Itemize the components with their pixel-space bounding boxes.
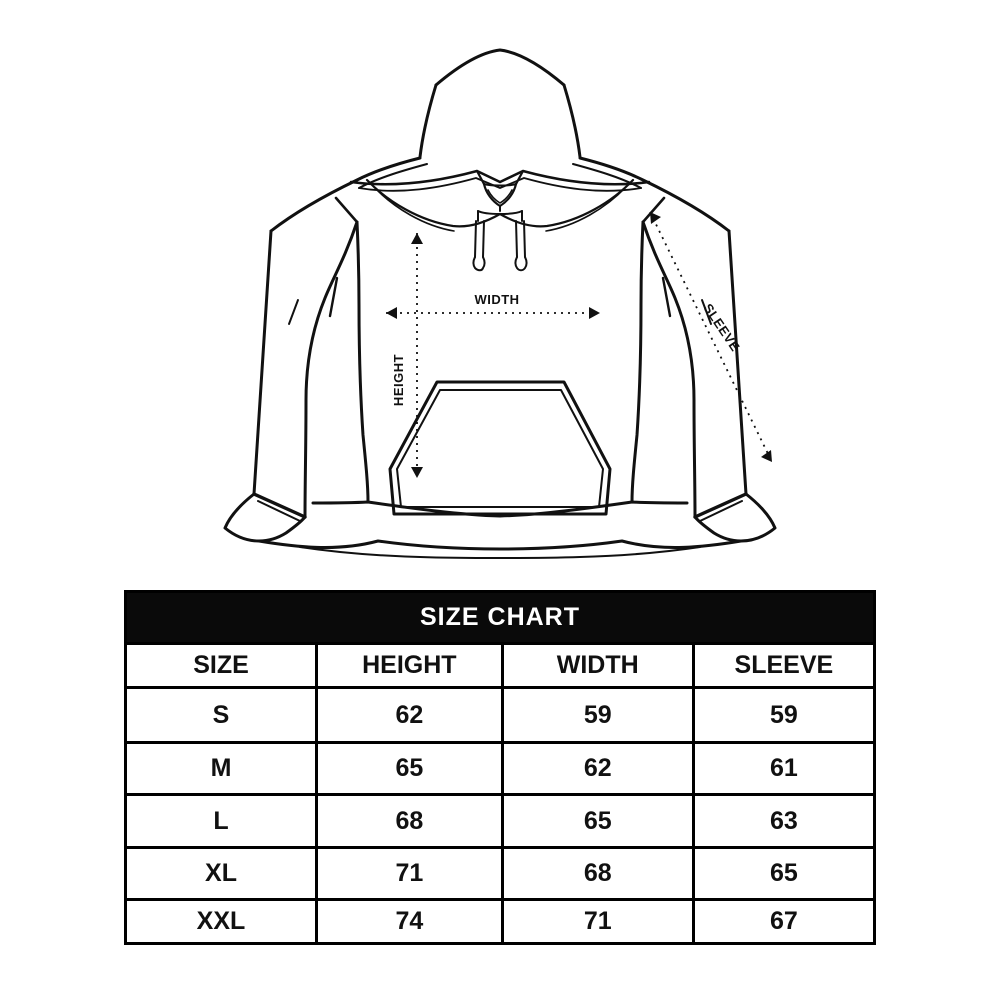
svg-text:HEIGHT: HEIGHT — [391, 354, 406, 406]
svg-text:WIDTH: WIDTH — [474, 292, 519, 307]
